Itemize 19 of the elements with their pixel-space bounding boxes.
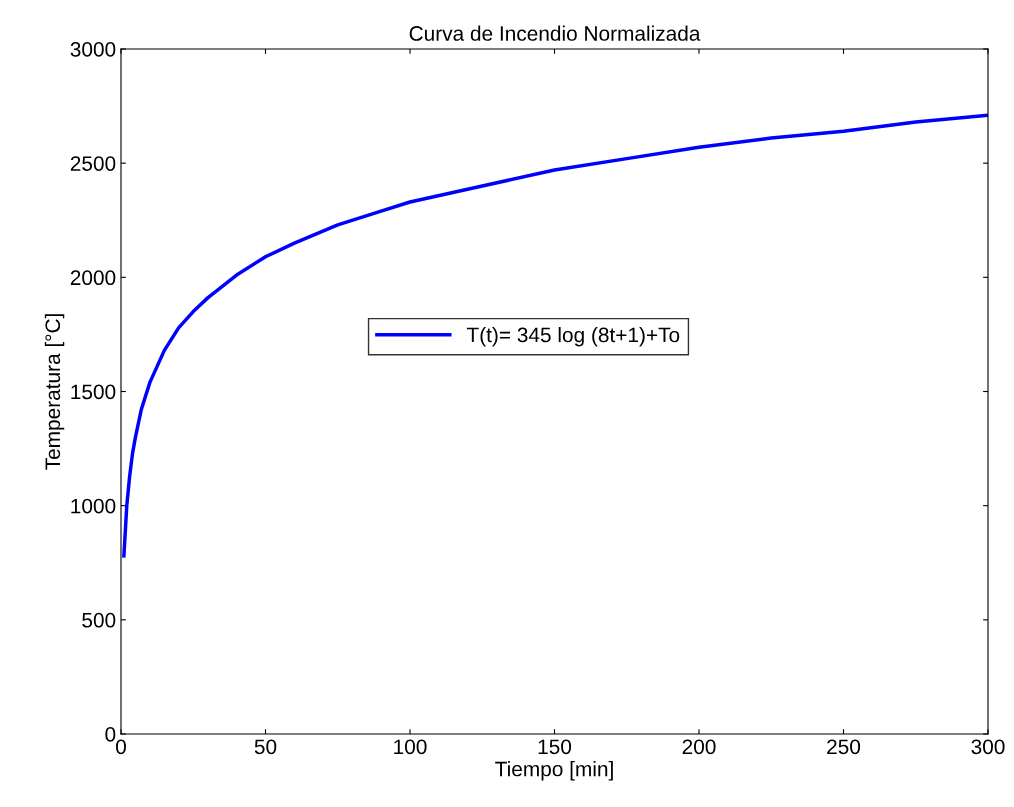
legend-label: T(t)= 345 log (8t+1)+To bbox=[466, 326, 680, 347]
line-series bbox=[122, 113, 988, 558]
x-tick-label: 100 bbox=[394, 739, 427, 755]
y-tick-label: 2500 bbox=[70, 156, 116, 171]
y-tick-label: 2000 bbox=[70, 270, 116, 286]
x-tick-label: 200 bbox=[682, 739, 716, 755]
y-tick-label: 3000 bbox=[70, 42, 116, 57]
y-tick-label: 1500 bbox=[71, 384, 116, 400]
y-tick-label: 500 bbox=[82, 612, 116, 628]
y-tick-label: 0 bbox=[105, 727, 116, 742]
x-tick-label: 0 bbox=[116, 739, 126, 755]
chart-title: Curva de Incendio Normalizada bbox=[409, 25, 701, 41]
x-tick-label: 250 bbox=[827, 739, 861, 755]
x-tick-label: 150 bbox=[538, 739, 572, 755]
x-axis-title: Tiempo [min] bbox=[495, 761, 613, 781]
y-axis-title: Temperatura [°C] bbox=[44, 314, 65, 470]
x-tick-label: 300 bbox=[971, 739, 1005, 755]
y-tick-label: 1000 bbox=[71, 498, 116, 514]
x-tick-label: 50 bbox=[254, 739, 277, 755]
